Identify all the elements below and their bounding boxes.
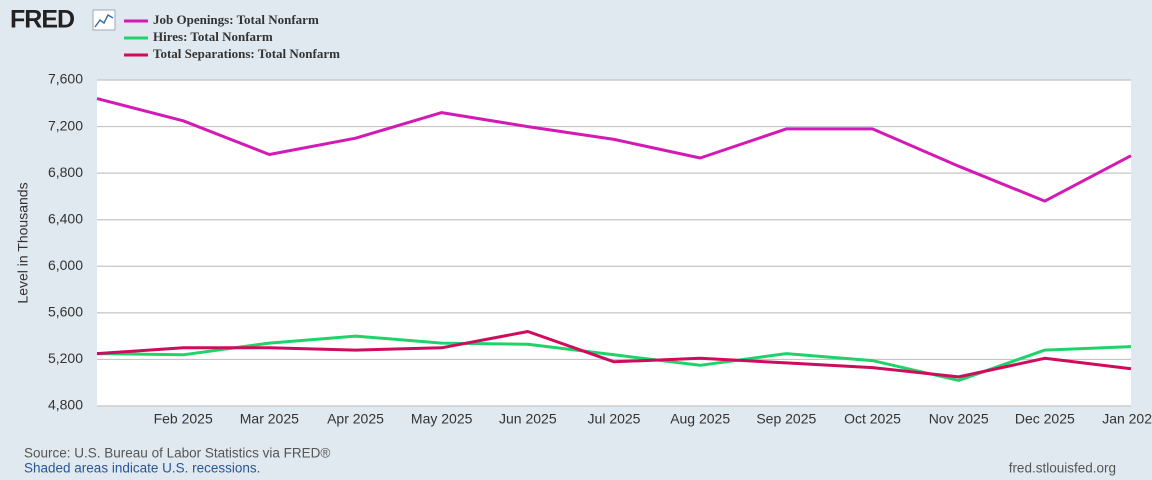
x-tick-label: Mar 2025 xyxy=(240,411,299,427)
x-tick-label: Jul 2025 xyxy=(588,411,641,427)
x-tick-label: May 2025 xyxy=(411,411,473,427)
logo: FRED xyxy=(10,6,74,34)
y-tick-label: 4,800 xyxy=(48,397,83,413)
site-url[interactable]: fred.stlouisfed.org xyxy=(1009,461,1116,476)
x-tick-label: Feb 2025 xyxy=(154,411,213,427)
series-line xyxy=(96,97,1132,203)
series-line xyxy=(96,334,1132,382)
x-tick-label: Nov 2025 xyxy=(929,411,989,427)
x-tick-label: Dec 2025 xyxy=(1015,411,1075,427)
y-tick-label: 7,200 xyxy=(48,117,83,133)
recession-note[interactable]: Shaded areas indicate U.S. recessions. xyxy=(24,461,260,476)
x-tick-label: Jun 2025 xyxy=(499,411,557,427)
y-tick-label: 7,600 xyxy=(48,71,83,87)
plot-area xyxy=(97,80,1131,406)
x-tick-label: Jan 2026 xyxy=(1102,411,1152,427)
x-tick-label: Apr 2025 xyxy=(327,411,384,427)
legend-label: Hires: Total Nonfarm xyxy=(153,29,273,44)
y-tick-label: 6,800 xyxy=(48,164,83,180)
legend-label: Total Separations: Total Nonfarm xyxy=(153,46,340,61)
y-tick-label: 5,600 xyxy=(48,304,83,320)
logo-icon xyxy=(92,9,116,31)
y-axis-label: Level in Thousands xyxy=(15,182,31,303)
x-tick-label: Oct 2025 xyxy=(844,411,901,427)
y-tick-label: 5,200 xyxy=(48,350,83,366)
source: Source: U.S. Bureau of Labor Statistics … xyxy=(24,446,330,461)
y-tick-label: 6,400 xyxy=(48,210,83,226)
y-tick-label: 6,000 xyxy=(48,257,83,273)
legend-label: Job Openings: Total Nonfarm xyxy=(153,12,319,27)
series-line xyxy=(96,330,1132,379)
x-tick-label: Aug 2025 xyxy=(670,411,730,427)
x-tick-label: Sep 2025 xyxy=(756,411,816,427)
